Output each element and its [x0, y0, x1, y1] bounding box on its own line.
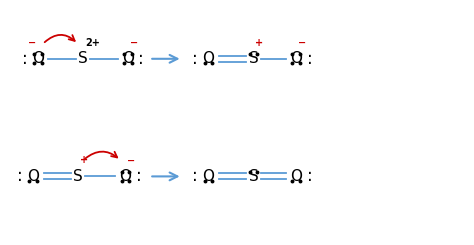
Text: 2+: 2+	[85, 38, 100, 48]
Text: −: −	[127, 156, 136, 165]
Text: S: S	[73, 169, 83, 184]
Text: +: +	[255, 38, 264, 48]
Text: O: O	[122, 51, 134, 66]
Text: O: O	[32, 51, 44, 66]
Text: O: O	[202, 169, 215, 184]
Text: −: −	[298, 38, 306, 48]
Text: :: :	[17, 167, 23, 185]
Text: O: O	[202, 51, 215, 66]
Text: O: O	[290, 169, 302, 184]
Text: O: O	[290, 51, 302, 66]
Text: :: :	[192, 50, 198, 68]
Text: S: S	[249, 51, 258, 66]
Text: S: S	[78, 51, 88, 66]
Text: O: O	[119, 169, 132, 184]
Text: :: :	[307, 50, 312, 68]
Text: O: O	[27, 169, 39, 184]
Text: :: :	[22, 50, 27, 68]
Text: :: :	[307, 167, 312, 185]
Text: −: −	[28, 38, 36, 48]
Text: −: −	[129, 38, 138, 48]
Text: +: +	[80, 156, 88, 165]
Text: :: :	[136, 167, 142, 185]
Text: S: S	[249, 169, 258, 184]
Text: :: :	[192, 167, 198, 185]
Text: :: :	[138, 50, 144, 68]
